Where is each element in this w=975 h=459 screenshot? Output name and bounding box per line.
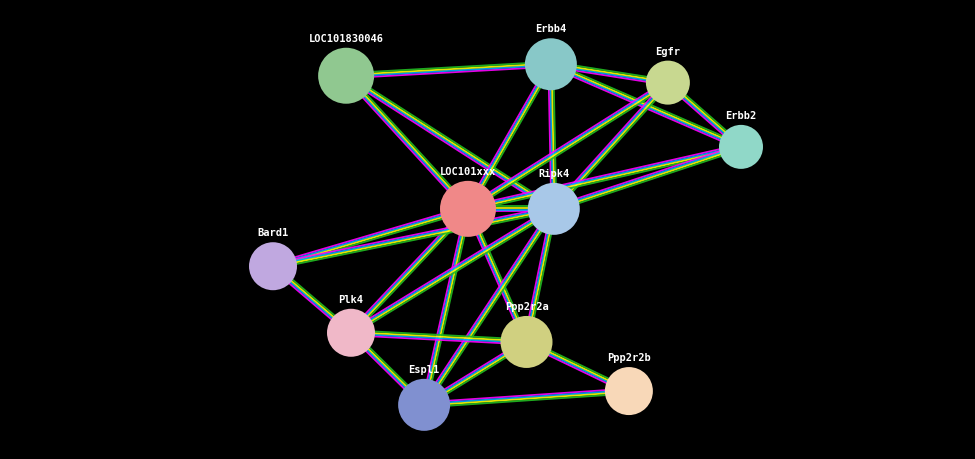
Text: Erbb2: Erbb2 [725, 111, 757, 121]
Circle shape [440, 181, 496, 237]
Text: Erbb4: Erbb4 [535, 24, 566, 34]
Circle shape [398, 379, 450, 431]
Circle shape [719, 125, 763, 169]
Text: Ppp2r2b: Ppp2r2b [607, 353, 650, 363]
Text: LOC101830046: LOC101830046 [309, 34, 383, 44]
Text: LOC101xxx: LOC101xxx [440, 167, 496, 177]
Text: Egfr: Egfr [655, 47, 681, 56]
Circle shape [318, 48, 374, 104]
Circle shape [645, 61, 690, 105]
Circle shape [249, 242, 297, 290]
Text: Ppp2r2a: Ppp2r2a [505, 302, 548, 312]
Circle shape [327, 309, 375, 357]
Text: Ripk4: Ripk4 [538, 169, 569, 179]
Text: Espl1: Espl1 [409, 365, 440, 375]
Circle shape [527, 183, 580, 235]
Circle shape [500, 316, 553, 368]
Text: Plk4: Plk4 [338, 295, 364, 305]
Circle shape [525, 38, 577, 90]
Circle shape [604, 367, 653, 415]
Text: Bard1: Bard1 [257, 228, 289, 238]
